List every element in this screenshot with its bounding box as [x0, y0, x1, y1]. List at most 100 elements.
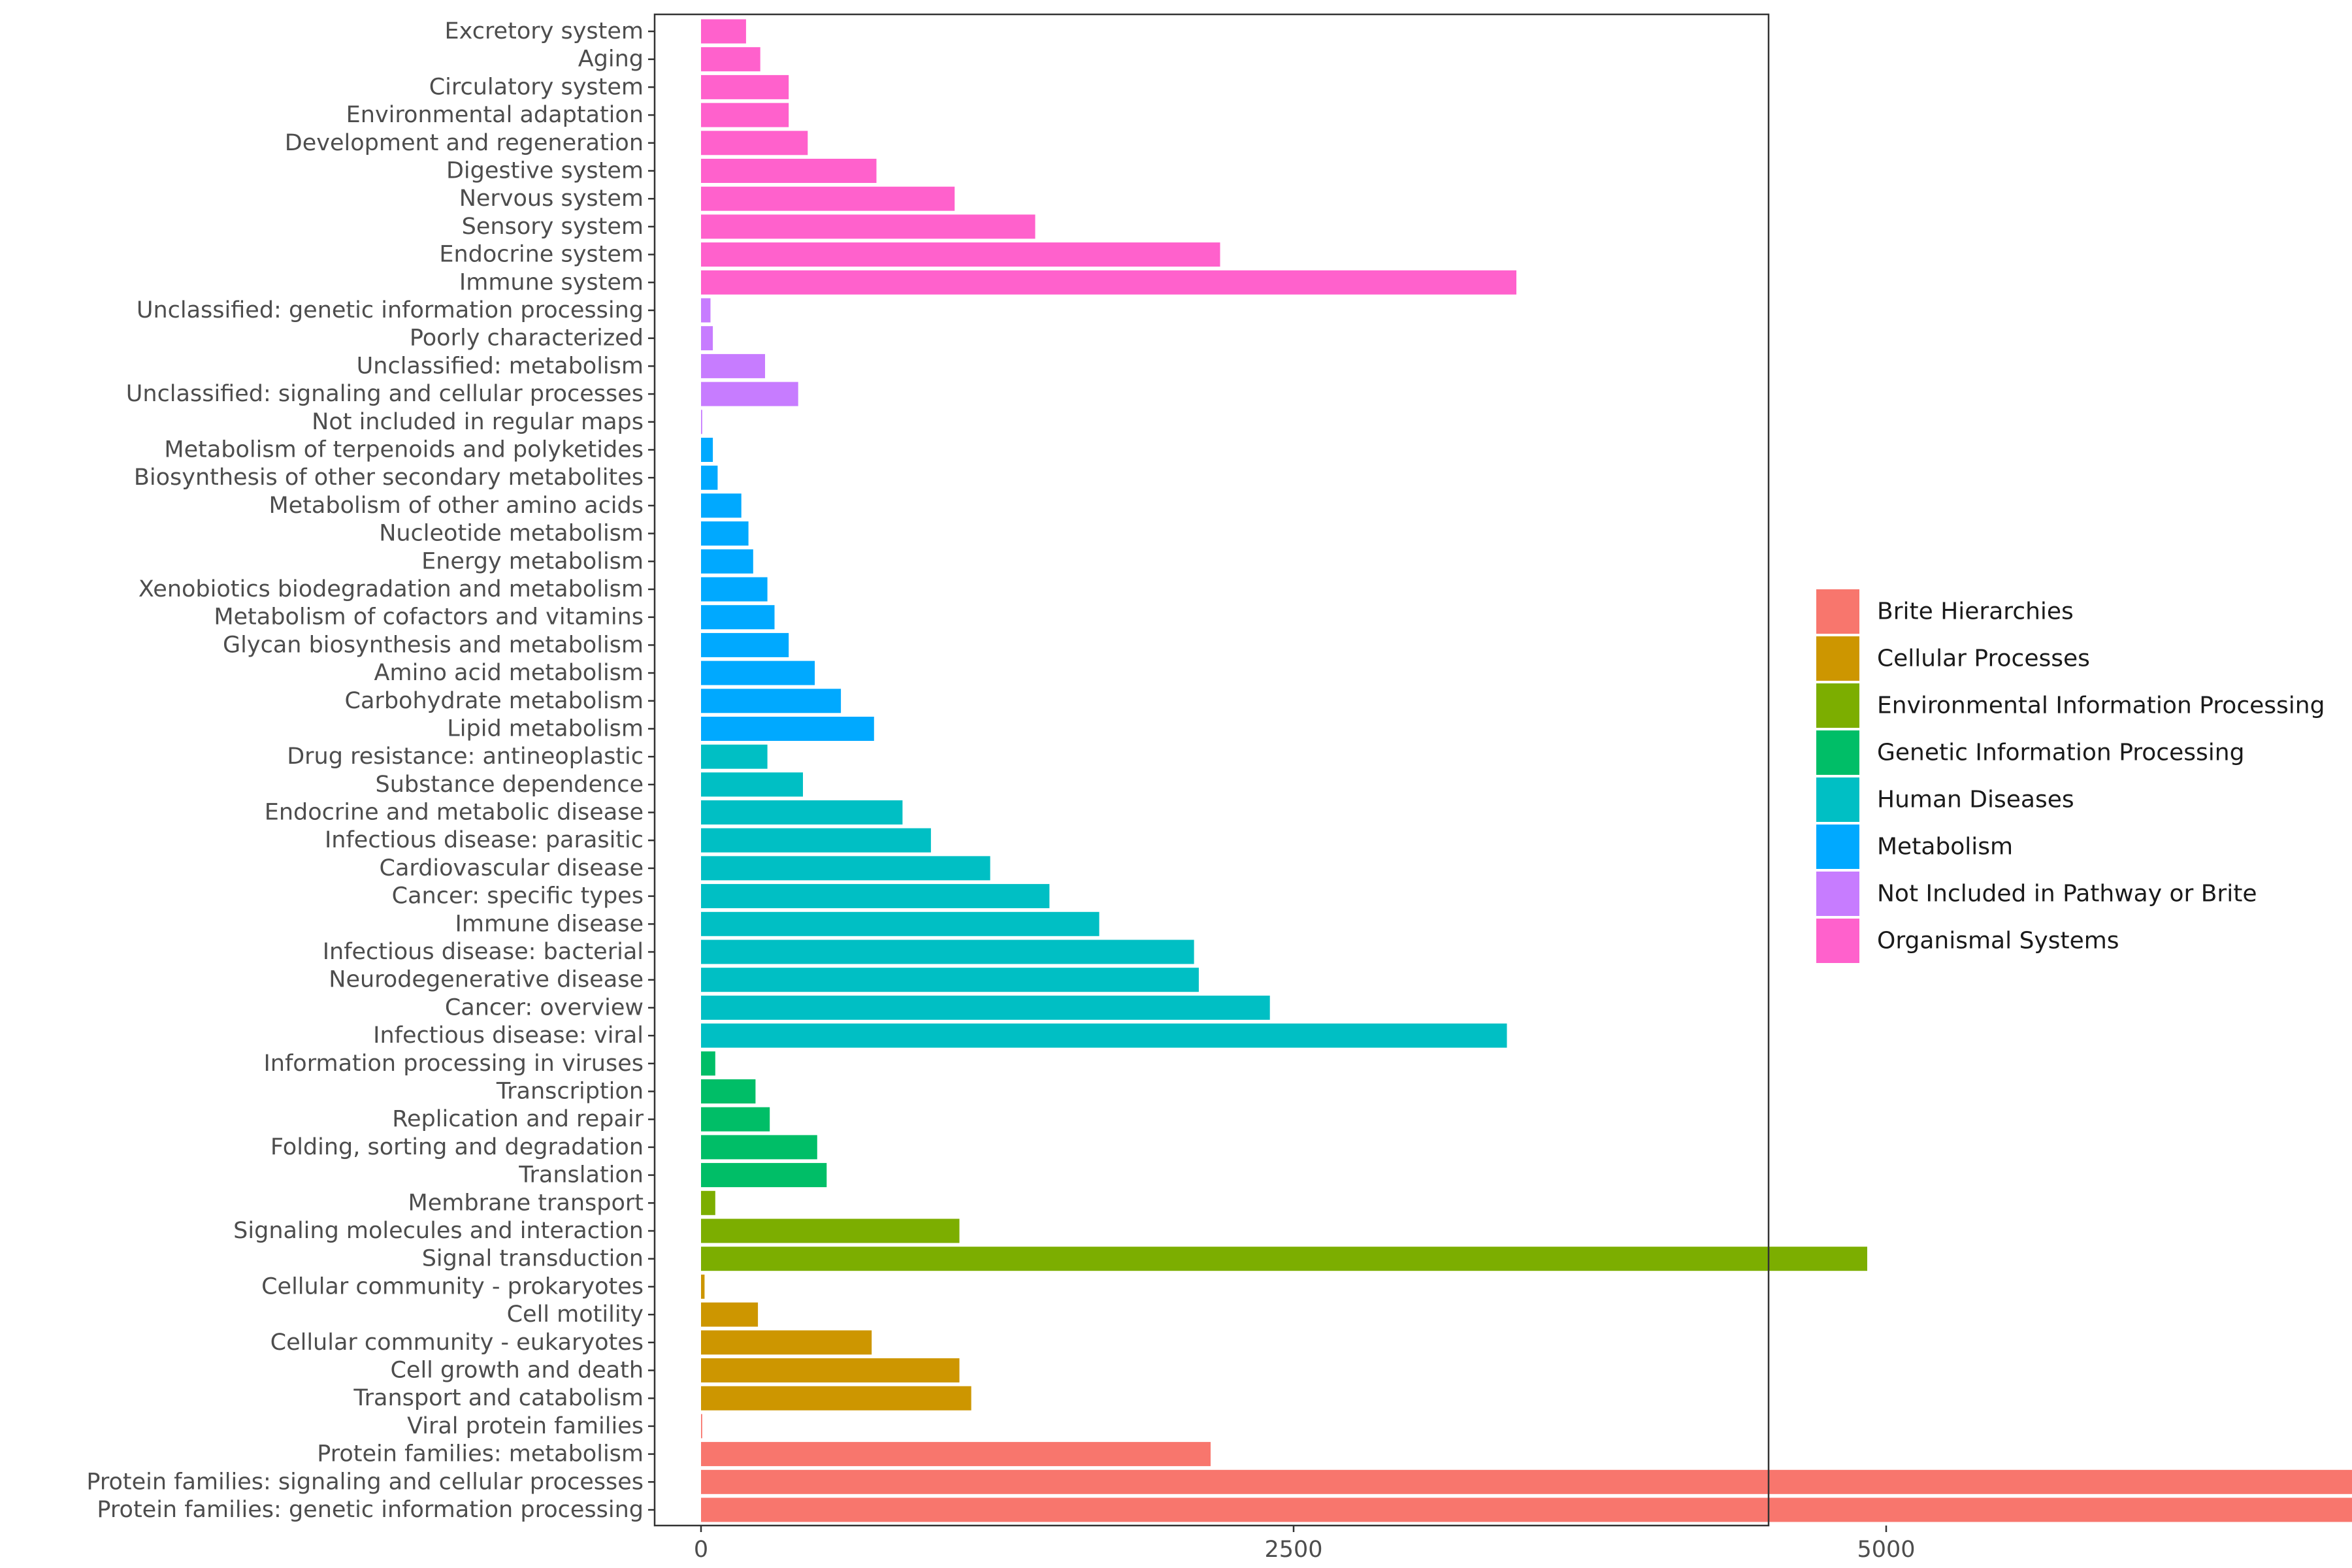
y-tick-label: Digestive system [446, 157, 644, 184]
legend-label: Genetic Information Processing [1877, 740, 2244, 766]
bars-layer [701, 19, 2352, 1522]
bar [701, 186, 955, 211]
bar [701, 1079, 756, 1103]
legend: Brite Hierarchies Cellular Processes Envir… [1816, 589, 2325, 963]
bar [701, 1469, 2352, 1494]
y-tick-label: Development and regeneration [285, 130, 644, 156]
bar [701, 995, 1270, 1020]
y-tick-label: Metabolism of terpenoids and polyketides [164, 436, 644, 463]
bar [701, 856, 990, 881]
panel-border [653, 13, 1770, 1527]
bar [701, 1274, 705, 1299]
bar [701, 103, 789, 127]
bar [701, 131, 808, 155]
legend-key [1816, 636, 1859, 681]
y-tick-label: Transcription [496, 1079, 644, 1105]
bar [701, 410, 702, 434]
y-tick-label: Biosynthesis of other secondary metaboli… [134, 465, 644, 491]
bar [701, 465, 718, 490]
y-tick-label: Protein families: metabolism [317, 1441, 644, 1467]
x-tick-label: 0 [694, 1537, 708, 1563]
y-tick-label: Environmental adaptation [346, 102, 644, 128]
bar [701, 159, 877, 183]
bar [701, 577, 768, 602]
bar [701, 828, 931, 853]
bar [701, 242, 1220, 267]
y-tick-label: Immune disease [455, 911, 644, 937]
y-tick-label: Excretory system [444, 18, 644, 44]
bar [701, 772, 803, 797]
y-tick-label: Signal transduction [422, 1246, 644, 1272]
bar [701, 717, 874, 741]
y-tick-label: Energy metabolism [421, 548, 644, 574]
y-tick-label: Information processing in viruses [263, 1051, 644, 1077]
y-tick-label: Sensory system [462, 214, 644, 240]
bar [701, 968, 1199, 992]
y-tick-label: Translation [518, 1162, 644, 1188]
y-tick-label: Metabolism of cofactors and vitamins [214, 604, 644, 630]
bar [701, 521, 749, 546]
legend-key [1816, 919, 1859, 963]
bar [701, 884, 1050, 909]
bar [701, 1163, 827, 1188]
y-tick-label: Nervous system [459, 186, 644, 212]
y-tick-label: Endocrine and metabolic disease [265, 800, 644, 826]
legend-label: Metabolism [1877, 834, 2013, 860]
legend-key [1816, 730, 1859, 775]
y-tick-label: Nucleotide metabolism [379, 521, 644, 547]
legend-label: Brite Hierarchies [1877, 598, 2074, 625]
legend-label: Organismal Systems [1877, 928, 2119, 955]
y-tick-label: Cardiovascular disease [380, 855, 644, 881]
bar [701, 214, 1036, 239]
bar [701, 270, 1516, 295]
bar [701, 605, 775, 630]
y-tick-label: Viral protein families [407, 1413, 644, 1439]
y-tick-label: Membrane transport [408, 1190, 644, 1216]
bar [701, 19, 746, 44]
legend-key [1816, 825, 1859, 869]
y-tick-label: Folding, sorting and degradation [270, 1134, 644, 1160]
y-tick-label: Transport and catabolism [353, 1385, 644, 1411]
legend-label: Environmental Information Processing [1877, 693, 2325, 719]
y-tick-label: Aging [578, 46, 644, 73]
y-tick-label: Cancer: specific types [392, 883, 644, 909]
y-tick-label: Cell growth and death [390, 1358, 644, 1384]
bar [701, 1442, 1211, 1467]
legend-key [1816, 777, 1859, 822]
bar [701, 298, 711, 323]
bar [701, 689, 841, 713]
bar [701, 74, 789, 99]
y-tick-label: Glycan biosynthesis and metabolism [223, 632, 644, 658]
bar [701, 1497, 2352, 1522]
y-tick-label: Xenobiotics biodegradation and metabolis… [139, 576, 644, 602]
y-tick-label: Infectious disease: viral [373, 1022, 644, 1049]
bar [701, 1190, 715, 1215]
y-tick-label: Cell motility [507, 1301, 644, 1328]
bar [701, 549, 753, 574]
bar [701, 661, 815, 685]
bar [701, 1330, 872, 1355]
x-axis: 0250050007500 [694, 1526, 1916, 1563]
y-tick-label: Poorly characterized [410, 325, 644, 351]
y-tick-label: Cellular community - eukaryotes [270, 1330, 644, 1356]
y-tick-label: Circulatory system [429, 74, 644, 100]
y-tick-label: Replication and repair [392, 1106, 644, 1132]
bar [701, 1135, 817, 1160]
y-tick-label: Neurodegenerative disease [329, 967, 644, 993]
y-tick-label: Lipid metabolism [447, 715, 644, 742]
y-tick-label: Signaling molecules and interaction [233, 1218, 644, 1244]
bar [701, 911, 1100, 936]
bar [701, 1023, 1507, 1048]
bar [701, 47, 760, 72]
legend-label: Cellular Processes [1877, 645, 2090, 672]
bar [701, 939, 1194, 964]
y-tick-label: Amino acid metabolism [374, 660, 644, 686]
legend-label: Human Diseases [1877, 787, 2074, 813]
bar [701, 1358, 960, 1382]
legend-key [1816, 683, 1859, 728]
bar [701, 1414, 702, 1439]
y-tick-label: Unclassified: metabolism [357, 353, 644, 379]
y-tick-label: Metabolism of other amino acids [269, 493, 644, 519]
